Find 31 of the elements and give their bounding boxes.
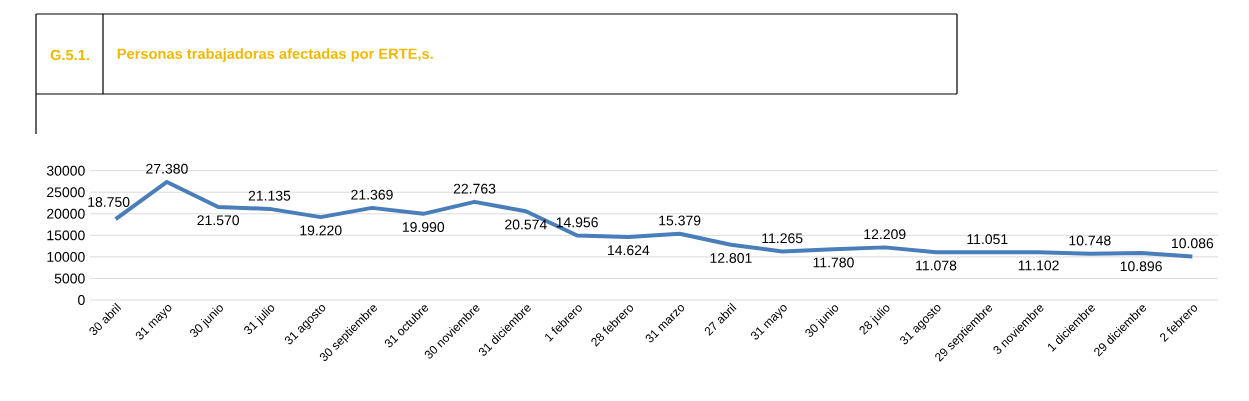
data-label: 14.624 (608, 245, 650, 256)
data-label: 21.135 (248, 190, 291, 201)
data-label: 11.078 (916, 260, 957, 271)
y-tick-label: 25000 (47, 187, 85, 198)
data-label: 11.265 (762, 233, 803, 244)
data-label: 12.801 (710, 253, 752, 264)
data-label: 14.956 (556, 217, 598, 228)
data-label: 21.369 (351, 189, 393, 200)
data-label: 19.990 (402, 222, 445, 233)
data-label: 20.574 (505, 219, 547, 230)
data-label: 22.763 (453, 183, 496, 194)
data-label: 11.102 (1018, 260, 1059, 271)
data-label: 21.570 (197, 215, 240, 226)
text: G.5.1. (50, 49, 89, 61)
data-label: 12.209 (864, 229, 906, 240)
chart-title: Personas trabajadoras afectadas por ERTE,s. (117, 48, 433, 62)
data-label: 27.380 (146, 163, 188, 174)
data-label: 15.379 (659, 215, 701, 226)
y-tick-label: 10000 (47, 251, 85, 262)
data-label: 10.748 (1069, 235, 1111, 246)
data-label: 19.220 (300, 225, 342, 236)
y-tick-label: 0 (78, 295, 85, 305)
y-tick-label: 30000 (46, 165, 85, 176)
data-label: 18.750 (88, 197, 130, 207)
data-label: 10.896 (1120, 261, 1162, 272)
y-tick-label: 5000 (54, 273, 85, 284)
y-tick-label: 15000 (47, 230, 85, 241)
data-label: 10.086 (1172, 238, 1214, 249)
y-tick-label: 20000 (47, 208, 85, 219)
data-label: 11.051 (967, 234, 1008, 245)
data-label: 11.780 (813, 257, 854, 268)
